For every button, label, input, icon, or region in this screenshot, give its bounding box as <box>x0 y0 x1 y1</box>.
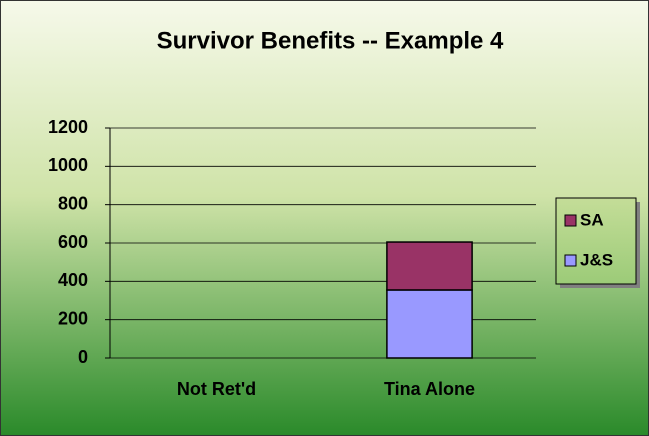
legend-swatch <box>564 214 577 227</box>
bar <box>386 241 473 291</box>
legend-label: J&S <box>580 250 613 269</box>
legend <box>555 197 637 285</box>
y-tick-label: 400 <box>58 270 88 290</box>
chart-title: Survivor Benefits -- Example 4 <box>157 27 504 54</box>
y-tick-label: 600 <box>58 232 88 252</box>
x-tick-label: Not Ret'd <box>177 379 256 399</box>
y-tick-label: 800 <box>58 193 88 213</box>
y-tick-label: 0 <box>78 347 88 367</box>
bar <box>386 289 473 359</box>
legend-label: SA <box>580 210 604 229</box>
y-tick-label: 1000 <box>48 155 88 175</box>
x-tick-label: Tina Alone <box>384 379 475 399</box>
y-tick-label: 200 <box>58 308 88 328</box>
y-tick-label: 1200 <box>48 117 88 137</box>
legend-swatch <box>564 254 577 267</box>
